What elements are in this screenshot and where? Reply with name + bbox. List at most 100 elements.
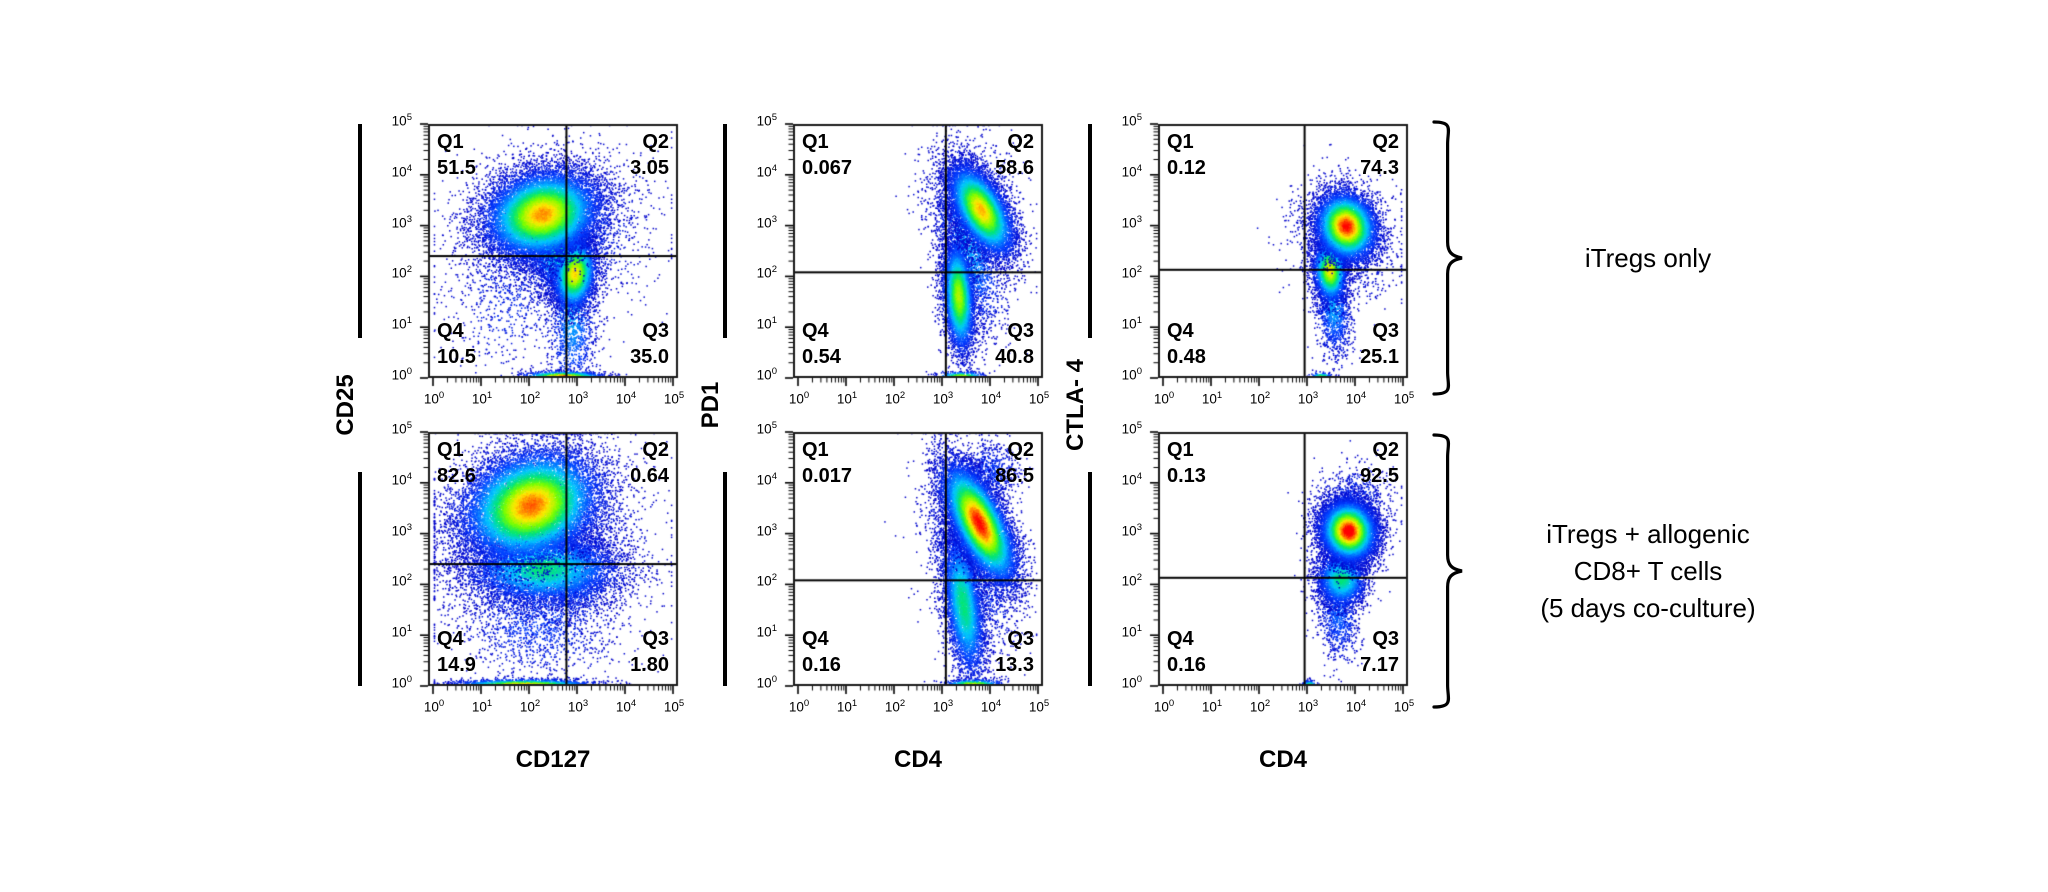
condition-label-row-2: iTregs + allogenic CD8+ T cells (5 days co… [1488, 516, 1808, 627]
quadrant-percentage: 0.54 [802, 346, 841, 368]
flow-panel-cd25-vs-cd127-coculture: Q1 82.6 Q2 0.64 Q3 1.80 Q4 14.9 100 101 102 103 104 1… [392, 420, 684, 715]
y-axis-tick-label: 101 [391, 315, 412, 332]
x-axis-tick-label: 105 [1028, 390, 1050, 407]
quadrant-percentage: 35.0 [630, 346, 669, 368]
dot-plot-canvas [1141, 122, 1411, 394]
y-axis-tick-label: 105 [391, 420, 412, 437]
y-axis-tick-label: 101 [756, 315, 777, 332]
quadrant-label-q4: Q4 10.5 [437, 318, 476, 370]
dot-plot-canvas [776, 122, 1046, 394]
quadrant-label-q1: Q1 0.067 [802, 129, 852, 181]
x-axis-tick-label: 104 [1345, 698, 1367, 715]
y-axis-tick-label: 101 [1121, 623, 1142, 640]
quadrant-name: Q3 [1007, 320, 1034, 342]
x-axis-tick-label: 101 [471, 390, 493, 407]
quadrant-percentage: 10.5 [437, 346, 476, 368]
x-axis-tick-label: 101 [1201, 698, 1223, 715]
y-axis-tick-label: 101 [1121, 315, 1142, 332]
x-axis-tick-label: 104 [615, 698, 637, 715]
y-axis-tick-label: 100 [756, 366, 777, 383]
quadrant-name: Q1 [802, 131, 829, 153]
quadrant-label-q1: Q1 0.12 [1167, 129, 1206, 181]
x-axis-tick-label: 102 [1249, 698, 1271, 715]
quadrant-name: Q3 [1007, 628, 1034, 650]
x-axis-tick-label: 105 [1393, 698, 1415, 715]
x-axis-tick-label: 100 [423, 698, 445, 715]
y-axis-tick-label: 105 [1121, 112, 1142, 129]
quadrant-percentage: 58.6 [995, 157, 1034, 179]
y-axis-tick-label: 102 [391, 264, 412, 281]
quadrant-label-q3: Q3 13.3 [995, 626, 1034, 678]
quadrant-label-q4: Q4 0.16 [1167, 626, 1206, 678]
quadrant-percentage: 0.13 [1167, 465, 1206, 487]
quadrant-percentage: 86.5 [995, 465, 1034, 487]
y-axis-tick-label: 100 [391, 674, 412, 691]
quadrant-percentage: 7.17 [1360, 654, 1399, 676]
quadrant-name: Q4 [437, 628, 464, 650]
y-axis-tick-label: 103 [1121, 213, 1142, 231]
condition-label-line: iTregs only [1584, 242, 1712, 273]
y-axis-tick-label: 100 [756, 674, 777, 691]
y-axis-bar [1088, 472, 1092, 686]
quadrant-percentage: 3.05 [630, 157, 669, 179]
x-axis-tick-label: 101 [836, 698, 858, 715]
quadrant-name: Q3 [1372, 320, 1399, 342]
quadrant-name: Q4 [1167, 320, 1194, 342]
y-axis-tick-label: 100 [391, 366, 412, 383]
y-axis-tick-label: 103 [391, 521, 412, 539]
quadrant-percentage: 25.1 [1360, 346, 1399, 368]
x-axis-tick-label: 105 [1393, 390, 1415, 407]
x-axis-tick-label: 101 [1201, 390, 1223, 407]
quadrant-name: Q1 [437, 131, 464, 153]
flow-panel-ctla4-vs-cd4-itregs-only: Q1 0.12 Q2 74.3 Q3 25.1 Q4 0.48 100 101 102 103 104 1… [1122, 112, 1414, 407]
x-axis-tick-label: 100 [1153, 390, 1175, 407]
quadrant-name: Q1 [1167, 439, 1194, 461]
x-axis-tick-label: 100 [1153, 698, 1175, 715]
quadrant-name: Q3 [642, 628, 669, 650]
quadrant-label-q3: Q3 40.8 [995, 318, 1034, 370]
quadrant-percentage: 40.8 [995, 346, 1034, 368]
x-axis-tick-label: 103 [567, 390, 589, 407]
y-axis-tick-label: 104 [391, 162, 412, 180]
quadrant-label-q4: Q4 0.16 [802, 626, 841, 678]
x-axis-tick-label: 100 [788, 390, 810, 407]
x-axis-tick-label: 104 [980, 390, 1002, 407]
x-axis-tick-label: 104 [1345, 390, 1367, 407]
quadrant-name: Q2 [1372, 439, 1399, 461]
y-axis-tick-label: 103 [1121, 521, 1142, 539]
quadrant-name: Q2 [642, 131, 669, 153]
quadrant-name: Q3 [642, 320, 669, 342]
x-axis-tick-label: 105 [663, 390, 685, 407]
quadrant-percentage: 0.64 [630, 465, 669, 487]
condition-label-line: CD8+ T cells [1573, 555, 1723, 586]
quadrant-name: Q2 [1372, 131, 1399, 153]
flow-panel-pd1-vs-cd4-itregs-only: Q1 0.067 Q2 58.6 Q3 40.8 Q4 0.54 100 101 102 103 104… [757, 112, 1049, 407]
y-axis-tick-label: 105 [756, 112, 777, 129]
quadrant-percentage: 14.9 [437, 654, 476, 676]
y-axis-tick-label: 105 [391, 112, 412, 129]
y-axis-bar [723, 124, 727, 338]
quadrant-label-q3: Q3 1.80 [630, 626, 669, 678]
dot-plot-canvas [1141, 430, 1411, 702]
y-axis-tick-label: 100 [1121, 366, 1142, 383]
x-axis-tick-label: 103 [567, 698, 589, 715]
x-axis-tick-label: 103 [1297, 698, 1319, 715]
quadrant-label-q4: Q4 0.54 [802, 318, 841, 370]
quadrant-label-q2: Q2 92.5 [1360, 437, 1399, 489]
x-axis-tick-label: 101 [471, 698, 493, 715]
y-axis-tick-label: 105 [1121, 420, 1142, 437]
x-axis-tick-label: 102 [519, 390, 541, 407]
x-axis-tick-label: 105 [1028, 698, 1050, 715]
quadrant-label-q2: Q2 86.5 [995, 437, 1034, 489]
y-axis-bar [358, 472, 362, 686]
x-axis-label-cd4: CD4 [893, 746, 942, 773]
y-axis-tick-label: 100 [1121, 674, 1142, 691]
x-axis-label-cd4: CD4 [1258, 746, 1307, 773]
quadrant-label-q1: Q1 51.5 [437, 129, 476, 181]
condition-label-row-1: iTregs only [1488, 240, 1808, 277]
y-axis-label-cd25: CD25 [332, 374, 359, 436]
y-axis-bar [358, 124, 362, 338]
quadrant-percentage: 0.48 [1167, 346, 1206, 368]
y-axis-tick-label: 101 [391, 623, 412, 640]
flow-panel-cd25-vs-cd127-itregs-only: Q1 51.5 Q2 3.05 Q3 35.0 Q4 10.5 100 101 102 103 104 1… [392, 112, 684, 407]
